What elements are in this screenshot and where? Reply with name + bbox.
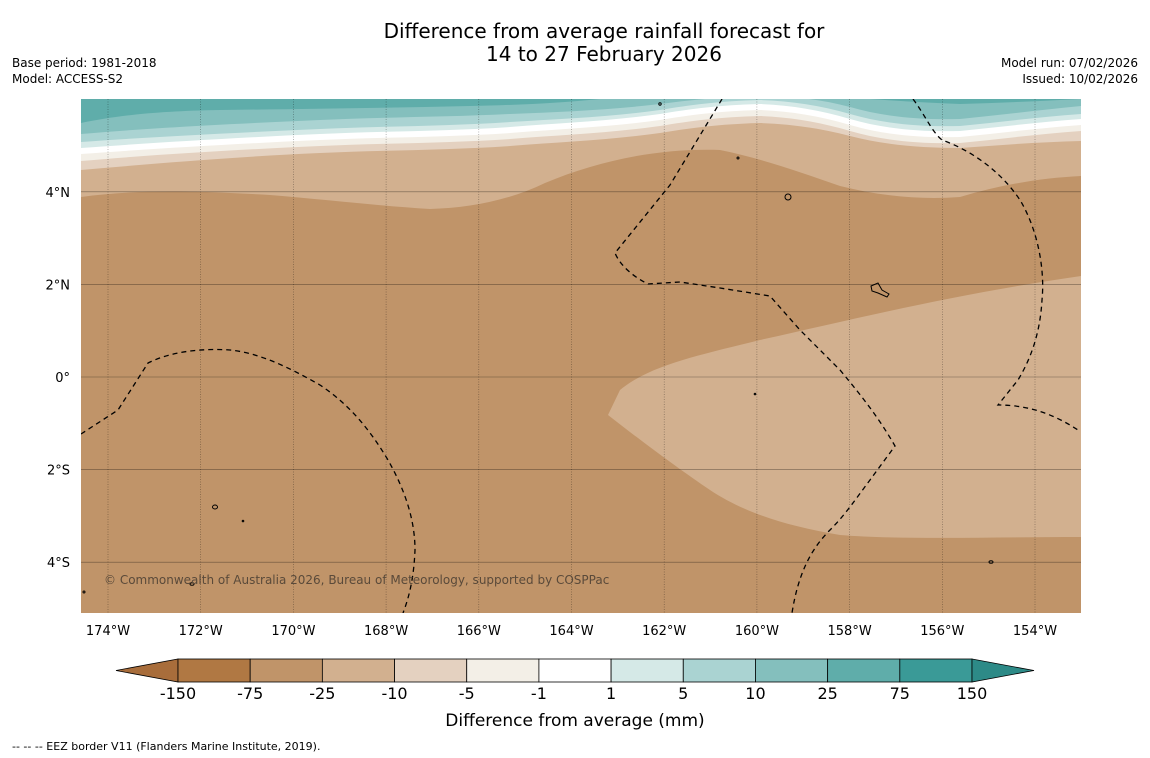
colorbar-segment <box>899 658 973 683</box>
lon-label: 162°W <box>642 624 686 639</box>
island <box>212 504 218 510</box>
colorbar-segment <box>610 658 684 683</box>
lon-label: 174°W <box>86 624 130 639</box>
colorbar-tick: 75 <box>890 684 910 703</box>
field-p25-p75-west <box>81 99 600 123</box>
lat-label: 2°S <box>47 464 70 479</box>
colorbar-segment <box>682 658 756 683</box>
colorbar-tick: 25 <box>817 684 837 703</box>
islands <box>82 102 994 594</box>
lon-label: 170°W <box>271 624 315 639</box>
island <box>241 519 245 523</box>
island <box>736 156 740 160</box>
colorbar-segment <box>755 658 829 683</box>
copyright-text: © Commonwealth of Australia 2026, Bureau… <box>104 573 609 587</box>
issued-date: Issued: 10/02/2026 <box>1022 72 1138 86</box>
longitude-labels: 174°W 172°W 170°W 168°W 166°W 164°W 162°W 160°W… <box>86 624 1057 639</box>
lon-label: 172°W <box>179 624 223 639</box>
model-run: Model run: 07/02/2026 <box>1000 56 1138 70</box>
island <box>753 392 757 396</box>
field-p25-p75 <box>81 99 1081 104</box>
island <box>82 590 86 594</box>
lat-label: 4°N <box>46 186 71 201</box>
colorbar-segment <box>321 658 395 683</box>
colorbar-tick: -5 <box>459 684 475 703</box>
colorbar <box>115 658 1035 683</box>
colorbar-tick: -10 <box>381 684 407 703</box>
map-title: Difference from average rainfall forecas… <box>0 20 1150 66</box>
colorbar-tick: 150 <box>957 684 988 703</box>
lon-label: 156°W <box>920 624 964 639</box>
island <box>988 560 994 564</box>
title-line-2: 14 to 27 February 2026 <box>486 42 722 66</box>
lon-label: 154°W <box>1013 624 1057 639</box>
meta-right: Model run: 07/02/2026 Issued: 10/02/2026 <box>1001 55 1138 87</box>
lat-label: 4°S <box>47 556 70 571</box>
lat-label: 2°N <box>46 278 71 293</box>
field-m25-m10-tongue <box>608 276 1081 538</box>
map-field: © Commonwealth of Australia 2026, Bureau… <box>81 99 1081 613</box>
colorbar-arrow-low <box>115 658 179 683</box>
island <box>189 582 195 586</box>
lat-label: 0° <box>55 371 70 386</box>
latitude-labels: 4°N 2°N 0° 2°S 4°S <box>46 186 71 571</box>
island <box>658 102 662 106</box>
eez-border-central-north <box>614 99 896 613</box>
title-line-1: Difference from average rainfall forecas… <box>383 19 825 43</box>
colorbar-segment <box>827 658 901 683</box>
lon-label: 160°W <box>735 624 779 639</box>
meta-left: Base period: 1981-2018 Model: ACCESS-S2 <box>12 55 157 87</box>
lon-label: 164°W <box>549 624 593 639</box>
model-name: Model: ACCESS-S2 <box>12 72 124 86</box>
island <box>870 282 890 298</box>
eez-note: -- -- -- EEZ border V11 (Flanders Marine… <box>12 740 321 753</box>
colorbar-segment <box>177 658 251 683</box>
colorbar-tick: -150 <box>160 684 196 703</box>
lon-label: 168°W <box>364 624 408 639</box>
eez-border-west <box>81 348 416 613</box>
colorbar-arrow-high <box>971 658 1035 683</box>
colorbar-tick-labels: -150 -75 -25 -10 -5 -1 1 5 10 25 75 150 <box>160 684 987 703</box>
eez-border-east <box>912 99 1079 431</box>
graticule <box>81 99 1081 613</box>
island <box>784 193 792 201</box>
lon-label: 166°W <box>457 624 501 639</box>
colorbar-title: Difference from average (mm) <box>445 711 704 731</box>
colorbar-tick: -25 <box>309 684 335 703</box>
colorbar-tick: 1 <box>606 684 616 703</box>
colorbar-tick: -75 <box>237 684 263 703</box>
colorbar-tick: -1 <box>531 684 547 703</box>
eez-borders <box>81 99 1079 613</box>
colorbar-tick: 5 <box>678 684 688 703</box>
colorbar-tick: 10 <box>745 684 765 703</box>
colorbar-segment <box>466 658 540 683</box>
base-period: Base period: 1981-2018 <box>12 56 157 70</box>
colorbar-segment <box>394 658 468 683</box>
colorbar-segment <box>538 658 612 683</box>
lon-label: 158°W <box>828 624 872 639</box>
colorbar-segment <box>249 658 323 683</box>
